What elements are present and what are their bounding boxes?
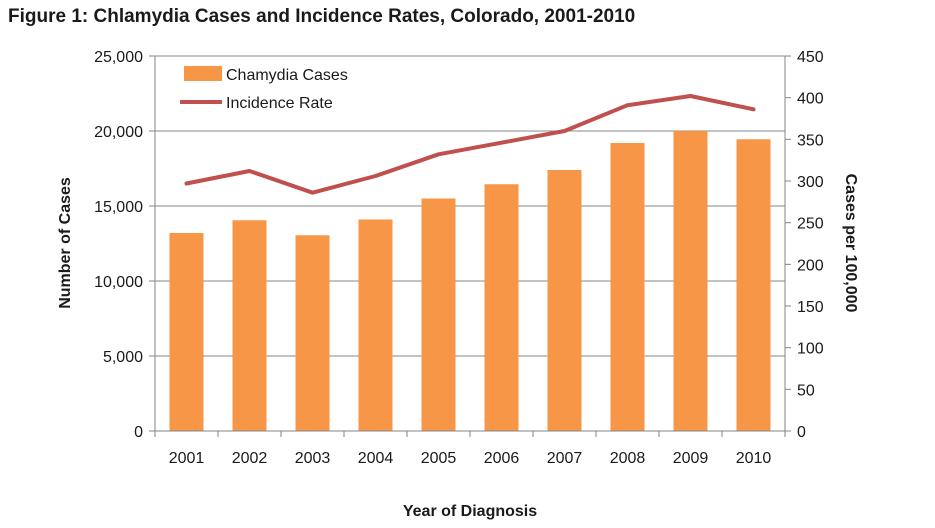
y-tick-label: 20,000 [94,124,143,141]
y2-tick-label: 400 [797,91,824,108]
y2-tick-label: 250 [797,216,824,233]
bar [358,219,393,431]
axes [149,55,791,437]
y2-tick-label: 100 [797,341,824,358]
legend-swatch-cases [184,66,222,81]
y2-tick-label: 450 [797,49,824,66]
line-series [184,94,756,195]
y2-tick-label: 300 [797,174,824,191]
legend-label-rate: Incidence Rate [226,95,333,112]
x-tick-label: 2007 [547,450,583,467]
bar [547,170,582,431]
y-tick-label: 10,000 [94,274,143,291]
bar [421,198,456,431]
chart-title: Figure 1: Chlamydia Cases and Incidence … [8,6,636,27]
x-tick-label: 2005 [421,450,457,467]
y-axis-title: Number of Cases [57,177,74,309]
legend-label-cases: Chamydia Cases [226,67,348,84]
y2-tick-label: 50 [797,382,815,399]
x-tick-label: 2010 [736,450,772,467]
x-tick-label: 2003 [295,450,331,467]
x-tick-label: 2008 [610,450,646,467]
y2-tick-label: 0 [797,424,806,441]
y2-tick-label: 350 [797,132,824,149]
bar [295,235,330,431]
legend: Chamydia Cases Incidence Rate [180,66,348,112]
bar [169,233,204,431]
bar [610,143,645,431]
tick-labels: 0 5,000 10,000 15,000 20,000 25,000 0 50 100 150 2… [94,49,824,467]
y2-axis-title: Cases per 100,000 [842,174,859,313]
bar [673,131,708,431]
y-tick-label: 15,000 [94,199,143,216]
bar [736,139,771,431]
incidence-rate-line [184,94,756,195]
x-tick-label: 2006 [484,450,520,467]
bar-series [169,131,771,431]
x-tick-label: 2002 [232,450,268,467]
x-tick-label: 2001 [169,450,205,467]
y2-tick-label: 150 [797,299,824,316]
x-axis-title: Year of Diagnosis [403,503,537,520]
y-tick-label: 0 [134,424,143,441]
x-tick-label: 2004 [358,450,394,467]
y2-tick-label: 200 [797,257,824,274]
bar [232,220,267,431]
x-tick-label: 2009 [673,450,709,467]
bar [484,184,519,431]
y-tick-label: 5,000 [103,349,143,366]
y-tick-label: 25,000 [94,49,143,66]
